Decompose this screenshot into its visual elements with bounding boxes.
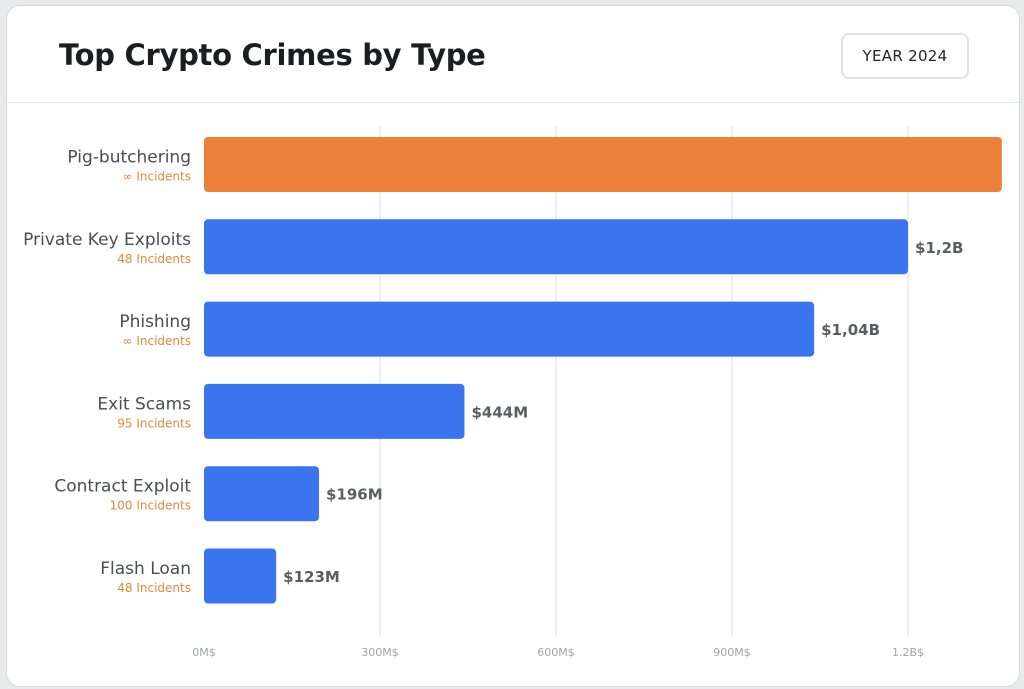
incidents-label: ∞ Incidents [123,170,191,184]
bar [204,301,815,357]
category-label: Contract Exploit [54,477,191,497]
x-tick-label: 600M$ [537,646,575,659]
value-label: $196M [326,486,383,504]
value-label: $1,04B [821,321,880,339]
value-label: $1,2B [915,239,963,257]
x-tick-label: 0M$ [192,646,216,659]
incidents-label: 48 Incidents [117,581,191,595]
bar [204,219,908,275]
incidents-label: 48 Incidents [117,252,191,266]
category-label: Phishing [119,312,191,332]
category-label: Pig-butchering [67,148,191,168]
category-label: Flash Loan [100,559,191,579]
value-label: $444M [471,403,528,421]
incidents-label: 95 Incidents [117,416,191,430]
chart-card: Top Crypto Crimes by Type YEAR 2024 0M$ 3… [6,5,1020,687]
year-filter-button[interactable]: YEAR 2024 [841,33,969,79]
bar [204,137,1002,192]
category-label: Exit Scams [97,394,191,414]
incidents-label: ∞ Incidents [123,334,191,348]
x-tick-label: 1.2B$ [892,646,924,659]
x-tick-label: 300M$ [361,646,399,659]
page-title: Top Crypto Crimes by Type [59,38,486,72]
bar [204,466,319,522]
x-tick-label: 900M$ [713,646,751,659]
bar-chart: 0M$ 300M$ 600M$ 900M$ 1.2B$ Pig-butchering ∞ I… [23,126,1002,659]
value-label: $123M [283,568,340,586]
bar [204,548,277,604]
bar [204,383,465,439]
category-label: Private Key Exploits [23,230,191,250]
card-header: Top Crypto Crimes by Type YEAR 2024 [7,6,1019,103]
incidents-label: 100 Incidents [110,499,191,513]
